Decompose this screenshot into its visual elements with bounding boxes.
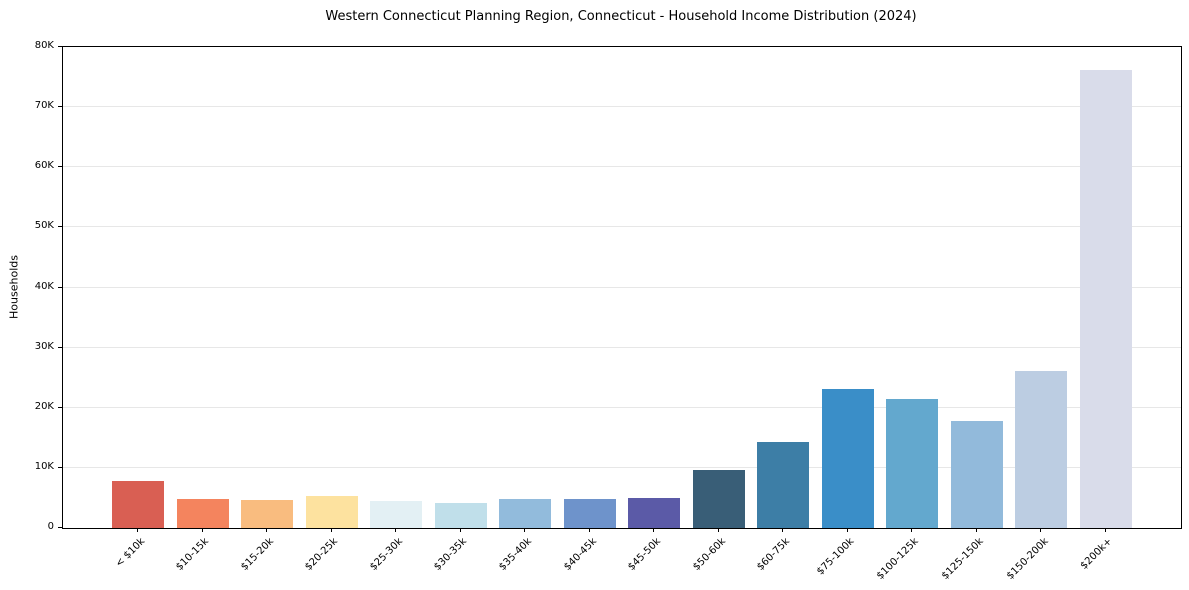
x-tick-mark <box>459 528 461 532</box>
y-tick-label: 40K <box>34 280 54 292</box>
y-tick-label: 0 <box>47 521 54 532</box>
bar <box>563 499 616 528</box>
plot-area <box>62 46 1182 529</box>
x-tick-mark <box>1105 528 1106 532</box>
gridline <box>63 166 1181 168</box>
x-tick-mark <box>266 528 268 532</box>
x-tick-mark <box>524 528 526 532</box>
x-tick-label: $35-40k <box>497 536 534 573</box>
bar <box>305 496 358 528</box>
bar <box>692 470 745 528</box>
x-tick-mark <box>330 528 332 532</box>
gridline <box>63 346 1181 348</box>
y-tick-mark <box>58 226 62 228</box>
bar <box>950 420 1003 528</box>
bar <box>112 481 164 528</box>
bar <box>370 500 423 528</box>
x-tick-label: $50-60k <box>690 536 728 573</box>
x-tick-mark <box>846 528 848 532</box>
y-tick-label: 10K <box>34 460 54 472</box>
x-tick-mark <box>1040 528 1042 532</box>
y-tick-mark <box>58 527 62 528</box>
x-tick-label: $45-50k <box>626 536 664 573</box>
x-tick-mark <box>201 528 203 532</box>
x-tick-mark <box>588 528 590 532</box>
bar <box>1015 371 1068 528</box>
bar <box>886 399 939 528</box>
bar <box>176 499 229 528</box>
x-tick-label: $40-45k <box>561 536 599 573</box>
x-tick-label: $150-200k <box>1004 536 1051 582</box>
x-tick-label: < $10k <box>113 536 147 570</box>
gridline <box>63 466 1181 468</box>
y-tick-label: 30K <box>34 340 54 352</box>
x-tick-mark <box>137 528 138 532</box>
bar <box>628 497 681 528</box>
bar <box>821 389 874 528</box>
y-tick-label: 80K <box>34 40 54 51</box>
y-tick-mark <box>58 466 62 468</box>
x-tick-label: $30-35k <box>432 536 470 573</box>
chart-title: Western Connecticut Planning Region, Con… <box>325 9 917 24</box>
bar <box>499 499 552 528</box>
y-tick-mark <box>58 406 62 408</box>
gridline <box>63 106 1181 108</box>
y-tick-mark <box>58 46 62 47</box>
y-tick-label: 60K <box>34 160 54 172</box>
x-tick-mark <box>653 528 655 532</box>
x-tick-label: $125-150k <box>939 536 986 582</box>
bar <box>434 503 487 528</box>
bar <box>1080 69 1132 528</box>
x-tick-mark <box>782 528 784 532</box>
y-tick-label: 70K <box>34 100 54 112</box>
x-tick-mark <box>975 528 977 532</box>
gridline <box>63 226 1181 228</box>
y-tick-mark <box>58 106 62 108</box>
x-tick-label: $25-30k <box>367 536 405 573</box>
y-tick-mark <box>58 286 62 288</box>
x-tick-label: $10-15k <box>174 536 212 573</box>
x-tick-label: $20-25k <box>303 536 341 573</box>
y-tick-label: 20K <box>34 400 54 412</box>
y-tick-mark <box>58 166 62 168</box>
x-tick-label: $75-100k <box>815 536 857 578</box>
x-tick-mark <box>395 528 397 532</box>
gridline <box>63 406 1181 408</box>
bar <box>241 500 294 528</box>
y-tick-mark <box>58 346 62 348</box>
x-tick-mark <box>911 528 913 532</box>
gridline <box>63 286 1181 288</box>
x-tick-mark <box>717 528 719 532</box>
x-tick-label: $200k+ <box>1078 536 1115 572</box>
y-tick-label: 50K <box>34 220 54 232</box>
bar <box>757 442 810 528</box>
x-tick-label: $15-20k <box>238 536 276 573</box>
x-tick-label: $100-125k <box>875 536 922 582</box>
x-tick-label: $60-75k <box>755 536 793 573</box>
